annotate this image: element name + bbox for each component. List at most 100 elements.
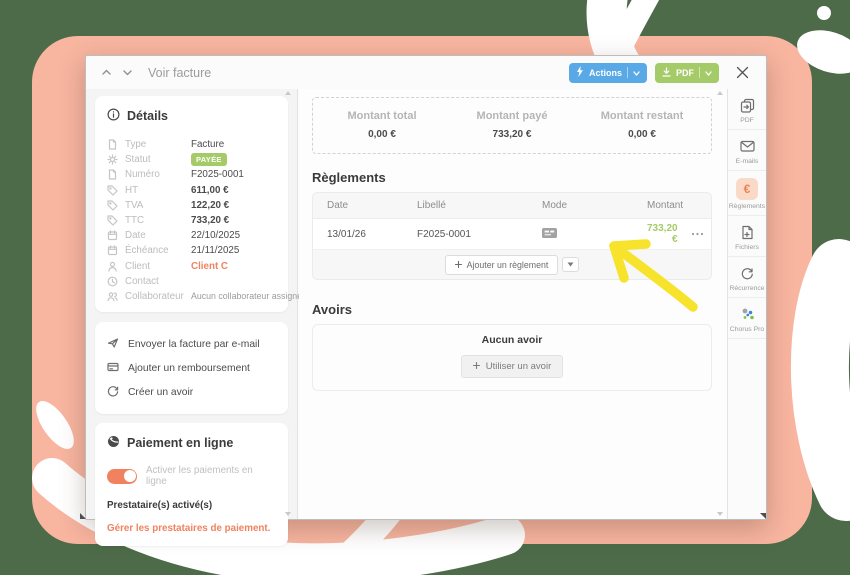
reglements-table-header: Date Libellé Mode Montant [313, 193, 711, 219]
window-resize-corner[interactable] [760, 513, 766, 519]
amount-remaining-cell: Montant restant 0,00 € [600, 110, 684, 140]
add-refund-action[interactable]: Ajouter un remboursement [107, 356, 276, 380]
details-card: Détails Type Facture Statut PAYÉE [95, 96, 302, 313]
detail-row-client: Client Client C [107, 259, 276, 274]
detail-row-contact: Contact [107, 274, 276, 289]
scrollbar-down-icon[interactable] [717, 512, 723, 516]
tag-icon [107, 200, 118, 211]
close-icon[interactable] [731, 62, 753, 84]
reglement-date: 13/01/26 [327, 228, 366, 240]
details-rows: Type Facture Statut PAYÉE Numéro F2025-0… [107, 137, 302, 304]
amount-paid-cell: Montant payé 733,20 € [476, 110, 548, 140]
avoirs-card: Aucun avoir Utiliser un avoir [312, 324, 712, 391]
gear-icon [107, 154, 118, 165]
amounts-summary-box: Montant total 0,00 € Montant payé 733,20… [312, 97, 712, 154]
detail-row-echeance: Échéance 21/11/2025 [107, 243, 276, 258]
scrollbar-up-icon[interactable] [717, 91, 723, 95]
credit-card-icon [542, 227, 557, 238]
online-payment-heading: Paiement en ligne [107, 435, 276, 451]
detail-row-ht: HT 611,00 € [107, 183, 276, 198]
lightning-icon [576, 66, 584, 79]
reglements-table: Date Libellé Mode Montant 13/01/26 F2025… [312, 192, 712, 280]
chevron-down-icon [705, 68, 712, 78]
recurrence-refresh-icon [740, 264, 754, 282]
chevron-down-icon [633, 68, 640, 78]
calendar-icon [107, 245, 118, 256]
detail-row-date: Date 22/10/2025 [107, 228, 276, 243]
detail-row-statut: Statut PAYÉE [107, 152, 276, 167]
envelope-icon [739, 137, 755, 155]
scrollbar-up-icon[interactable] [285, 91, 291, 95]
header-actions: Actions PDF [568, 62, 753, 84]
providers-label: Prestataire(s) activé(s) [107, 500, 213, 512]
rail-item-pdf[interactable]: PDF [728, 89, 766, 130]
tag-icon [107, 215, 118, 226]
document-icon [107, 169, 118, 181]
details-heading: Détails [107, 108, 276, 124]
detail-row-collaborateur: Collaborateur Aucun collaborateur assign… [107, 289, 302, 304]
amount-total-cell: Montant total 0,00 € [347, 110, 417, 140]
client-link[interactable]: Client C [191, 260, 229, 272]
pdf-copy-icon [740, 96, 755, 114]
rail-item-chorus-pro[interactable]: Chorus Pro [728, 298, 766, 339]
window-resize-corner[interactable] [80, 513, 86, 519]
modal-header: Voir facture Actions PDF [86, 56, 766, 89]
credit-card-icon [107, 361, 119, 376]
online-payment-toggle[interactable] [107, 468, 137, 484]
reglement-table-row[interactable]: 13/01/26 F2025-0001 733,20 € [313, 219, 711, 250]
rail-item-emails[interactable]: E-mails [728, 130, 766, 171]
add-reglement-dropdown-button[interactable] [562, 257, 580, 272]
detail-row-tva: TVA 122,20 € [107, 198, 276, 213]
document-icon [107, 139, 118, 150]
avoirs-empty-text: Aucun avoir [481, 334, 543, 346]
reglements-table-footer: Ajouter un règlement [313, 250, 711, 279]
main-content: Montant total 0,00 € Montant payé 733,20… [299, 89, 727, 519]
use-credit-note-button[interactable]: Utiliser un avoir [460, 355, 564, 378]
right-icon-rail: PDF E-mails € Règlements [727, 89, 766, 519]
create-credit-note-action[interactable]: Créer un avoir [107, 380, 276, 404]
rail-item-fichiers[interactable]: Fichiers [728, 216, 766, 257]
status-badge: PAYÉE [191, 153, 227, 167]
scrollbar-down-icon[interactable] [285, 512, 291, 516]
avoirs-heading: Avoirs [312, 302, 352, 317]
chevron-up-icon[interactable] [99, 65, 114, 80]
page-title: Voir facture [148, 65, 212, 80]
online-payment-toggle-row: Activer les paiements en ligne [107, 465, 276, 487]
detail-row-numero: Numéro F2025-0001 [107, 167, 276, 182]
details-sidebar: Détails Type Facture Statut PAYÉE [86, 89, 302, 547]
clock-icon [107, 276, 118, 287]
online-payment-card: Paiement en ligne Activer les paiements … [95, 423, 288, 547]
reglements-heading: Règlements [312, 170, 386, 185]
refresh-circle-icon [107, 385, 119, 400]
plus-icon [472, 361, 480, 372]
user-icon [107, 261, 118, 272]
tag-icon [107, 185, 118, 196]
invoice-modal-window: Voir facture Actions PDF [80, 55, 767, 547]
manage-providers-link[interactable]: Gérer les prestataires de paiement. [107, 523, 271, 535]
download-icon [662, 66, 671, 79]
send-invoice-email-action[interactable]: Envoyer la facture par e-mail [107, 332, 276, 356]
info-icon [107, 108, 120, 124]
plus-icon [454, 260, 462, 270]
users-icon [107, 291, 118, 302]
rail-item-recurrence[interactable]: Récurrence [728, 257, 766, 298]
add-reglement-button[interactable]: Ajouter un règlement [444, 254, 559, 275]
quick-actions-card: Envoyer la facture par e-mail Ajouter un… [95, 322, 288, 415]
reglement-montant: 733,20 € [647, 223, 678, 245]
euro-icon: € [736, 178, 758, 200]
send-icon [107, 337, 119, 352]
detail-row-ttc: TTC 733,20 € [107, 213, 276, 228]
row-menu-ellipsis-icon[interactable] [678, 232, 704, 236]
rail-item-reglements[interactable]: € Règlements [728, 171, 766, 216]
payment-mode-badge [542, 227, 647, 241]
globe-icon [107, 435, 120, 451]
modal-body: Détails Type Facture Statut PAYÉE [86, 89, 766, 547]
actions-button[interactable]: Actions [568, 62, 647, 83]
chorus-pro-icon [740, 305, 755, 323]
file-plus-icon [740, 223, 754, 241]
reglement-libelle: F2025-0001 [417, 228, 471, 240]
pdf-button[interactable]: PDF [655, 62, 719, 83]
chevron-down-icon[interactable] [120, 65, 135, 80]
calendar-icon [107, 230, 118, 241]
